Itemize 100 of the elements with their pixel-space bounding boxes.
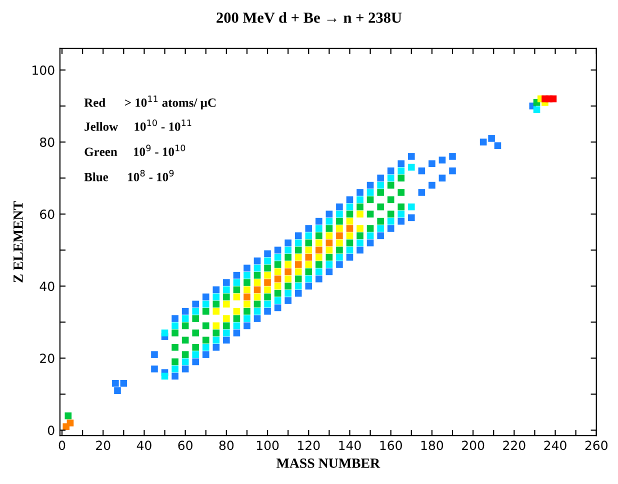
point xyxy=(336,240,343,246)
point xyxy=(387,182,394,189)
point xyxy=(284,268,292,276)
point xyxy=(356,240,364,246)
point xyxy=(336,232,343,240)
point xyxy=(316,254,322,261)
point xyxy=(161,372,168,380)
point xyxy=(202,322,210,330)
point xyxy=(346,225,354,232)
point xyxy=(377,203,384,210)
point xyxy=(212,322,220,330)
point xyxy=(264,258,271,264)
point xyxy=(192,351,199,358)
point xyxy=(346,246,354,254)
y-axis-title: Z ELEMENT xyxy=(14,201,23,282)
point xyxy=(377,218,384,225)
point xyxy=(212,300,220,308)
point xyxy=(274,254,282,261)
point xyxy=(305,268,312,276)
point xyxy=(254,294,261,300)
point xyxy=(398,167,405,174)
point xyxy=(264,279,271,286)
point xyxy=(533,106,540,114)
point xyxy=(408,203,415,210)
point xyxy=(233,322,240,330)
x-tick-label: 100 xyxy=(256,440,279,450)
point xyxy=(274,261,282,268)
point xyxy=(254,286,261,294)
annotation: Blue 10$^{8}$ - 10$^{9}$ xyxy=(84,170,174,182)
point xyxy=(254,272,261,279)
point xyxy=(223,300,230,308)
point xyxy=(172,330,178,336)
point xyxy=(346,210,354,218)
point xyxy=(264,286,271,294)
point xyxy=(284,290,292,297)
point xyxy=(244,286,250,294)
point xyxy=(192,308,199,315)
point xyxy=(305,254,312,261)
point xyxy=(305,240,312,246)
point xyxy=(316,261,322,268)
point xyxy=(316,240,322,246)
point xyxy=(244,279,250,286)
point xyxy=(254,279,261,286)
point xyxy=(294,254,302,261)
point xyxy=(233,279,240,286)
point xyxy=(336,218,343,225)
y-tick-label: 40 xyxy=(40,282,54,292)
x-tick-label: 260 xyxy=(585,440,608,450)
point xyxy=(377,189,384,196)
point xyxy=(223,322,230,330)
point xyxy=(366,189,374,196)
point xyxy=(212,308,220,315)
point xyxy=(244,294,250,300)
point xyxy=(366,210,374,218)
point xyxy=(274,297,282,304)
point xyxy=(223,315,230,322)
y-tick-label: 0 xyxy=(48,426,54,436)
x-tick-label: 60 xyxy=(178,440,192,450)
point xyxy=(274,276,282,282)
x-tick-label: 220 xyxy=(503,440,526,450)
point xyxy=(294,240,302,246)
point xyxy=(305,276,312,282)
point xyxy=(326,261,333,268)
x-tick-label: 180 xyxy=(421,440,444,450)
point xyxy=(284,246,292,254)
point xyxy=(182,358,189,366)
point xyxy=(172,358,178,366)
x-axis-title: MASS NUMBER xyxy=(276,458,380,468)
annotation: Red > 10$^{11}$ atoms/ μC xyxy=(84,96,216,110)
point xyxy=(326,225,333,232)
point xyxy=(212,330,220,336)
point xyxy=(284,276,292,282)
point xyxy=(182,315,189,322)
point xyxy=(64,412,72,420)
point xyxy=(161,330,168,336)
point xyxy=(356,203,364,210)
point xyxy=(284,282,292,290)
point xyxy=(244,308,250,315)
chart-title: 200 MeV d + Be → n + 238U xyxy=(216,12,402,23)
point xyxy=(294,282,302,290)
point xyxy=(305,232,312,240)
point xyxy=(398,210,405,218)
point xyxy=(182,336,189,344)
point xyxy=(223,286,230,294)
y-tick-label: 20 xyxy=(40,354,54,364)
point xyxy=(192,330,199,336)
point xyxy=(223,294,230,300)
point xyxy=(346,203,354,210)
point xyxy=(192,315,199,322)
point xyxy=(316,225,322,232)
point xyxy=(336,246,343,254)
point xyxy=(387,196,394,204)
point xyxy=(408,164,415,171)
point xyxy=(398,174,405,182)
point xyxy=(274,282,282,290)
point xyxy=(398,203,405,210)
x-tick-label: 140 xyxy=(339,440,361,450)
x-tick-label: 120 xyxy=(298,440,320,450)
point xyxy=(233,286,240,294)
point xyxy=(387,174,394,182)
